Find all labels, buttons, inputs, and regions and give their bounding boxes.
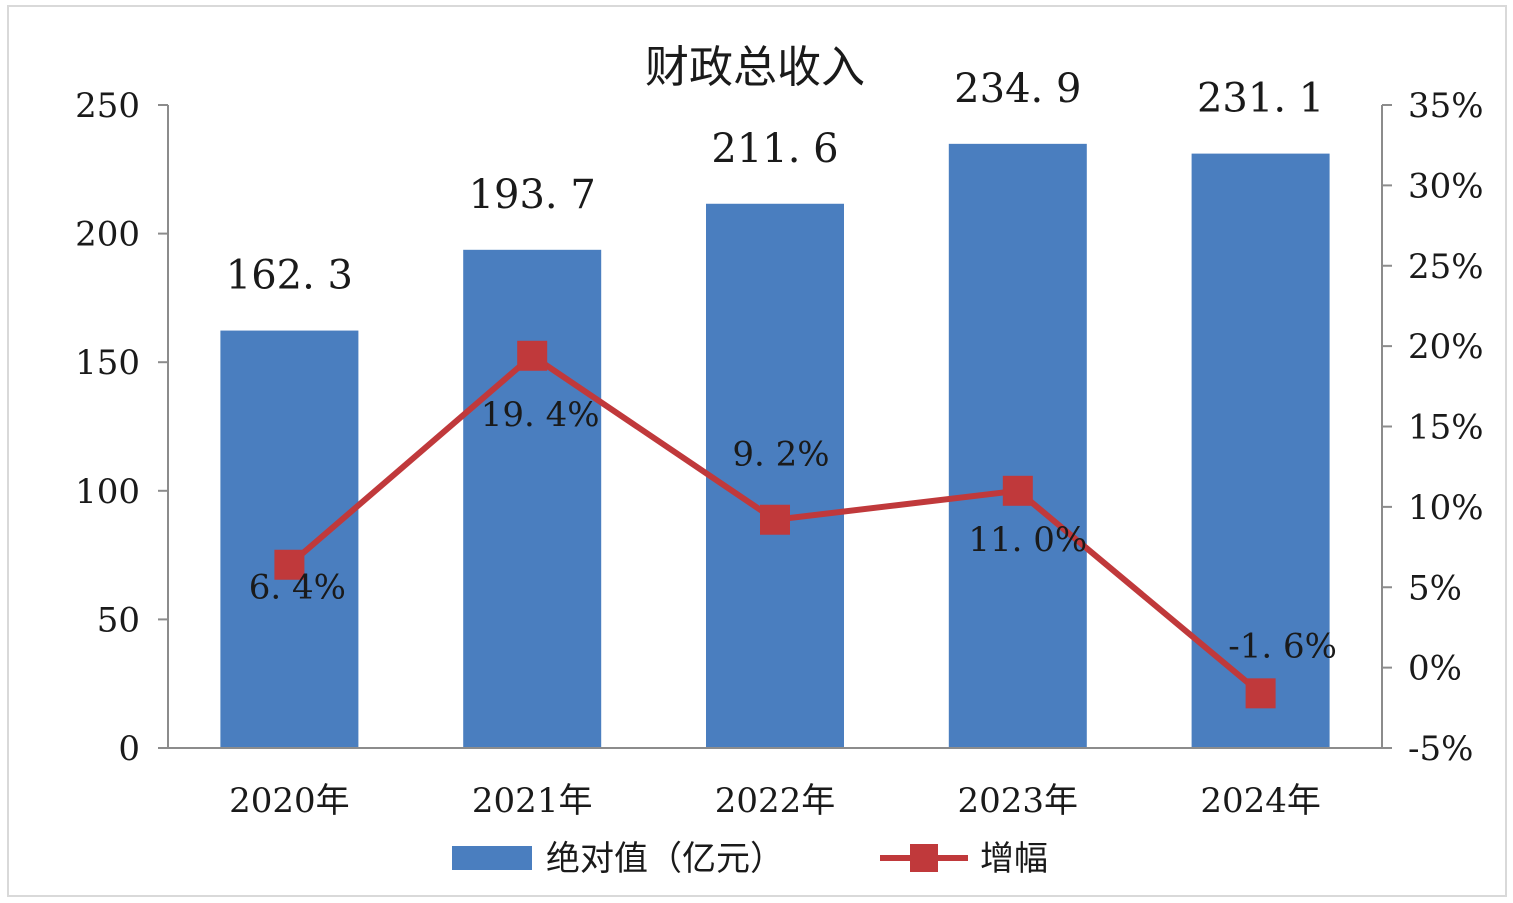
right-tick-label-3: 10% [1408, 488, 1484, 528]
legend-bar-label: 绝对值（亿元） [546, 839, 784, 879]
bar-1 [463, 249, 602, 749]
right-tick-label-2: 5% [1408, 568, 1462, 608]
bar-value-label-3: 234. 9 [954, 66, 1081, 112]
x-tick-label-0: 2020年 [229, 781, 350, 821]
bar-value-label-1: 193. 7 [469, 172, 596, 218]
left-tick-label-4: 200 [75, 215, 140, 255]
bar-value-label-0: 162. 3 [226, 253, 353, 299]
bar-4 [1191, 153, 1330, 749]
legend-line-label: 增幅 [980, 839, 1048, 879]
x-tick-label-1: 2021年 [472, 781, 593, 821]
growth-marker-3 [1002, 475, 1033, 506]
left-tick-label-3: 150 [75, 343, 140, 383]
right-tick-label-1: 0% [1408, 649, 1462, 689]
bar-3 [948, 143, 1087, 748]
growth-value-label-3: 11. 0% [968, 520, 1087, 560]
growth-marker-2 [760, 504, 790, 535]
left-tick-label-1: 50 [97, 600, 140, 640]
right-tick-label-7: 30% [1408, 166, 1484, 206]
x-tick-label-2: 2022年 [715, 781, 836, 821]
x-tick-label-3: 2023年 [958, 781, 1079, 821]
left-tick-label-0: 0 [118, 729, 140, 769]
legend-line-marker [910, 844, 938, 872]
growth-value-label-2: 9. 2% [732, 435, 829, 475]
left-tick-label-5: 250 [75, 86, 140, 126]
right-tick-label-6: 25% [1408, 247, 1484, 287]
bar-value-label-4: 231. 1 [1197, 76, 1324, 122]
chart-title: 财政总收入 [645, 42, 865, 93]
bar-value-label-2: 211. 6 [711, 126, 838, 172]
x-tick-label-4: 2024年 [1200, 781, 1321, 821]
legend-bar-swatch [452, 846, 532, 870]
growth-value-label-1: 19. 4% [481, 395, 600, 435]
left-tick-label-2: 100 [75, 472, 140, 512]
right-tick-label-4: 15% [1408, 408, 1484, 448]
right-tick-label-8: 35% [1408, 86, 1484, 126]
growth-marker-4 [1245, 678, 1276, 709]
growth-value-label-0: 6. 4% [249, 568, 346, 608]
bar-0 [220, 330, 359, 748]
bar-2 [706, 203, 844, 749]
growth-marker-0 [274, 549, 305, 580]
right-tick-label-5: 20% [1408, 327, 1484, 367]
right-tick-label-0: -5% [1408, 729, 1473, 769]
growth-marker-1 [517, 340, 548, 371]
growth-value-label-4: -1. 6% [1228, 626, 1337, 666]
